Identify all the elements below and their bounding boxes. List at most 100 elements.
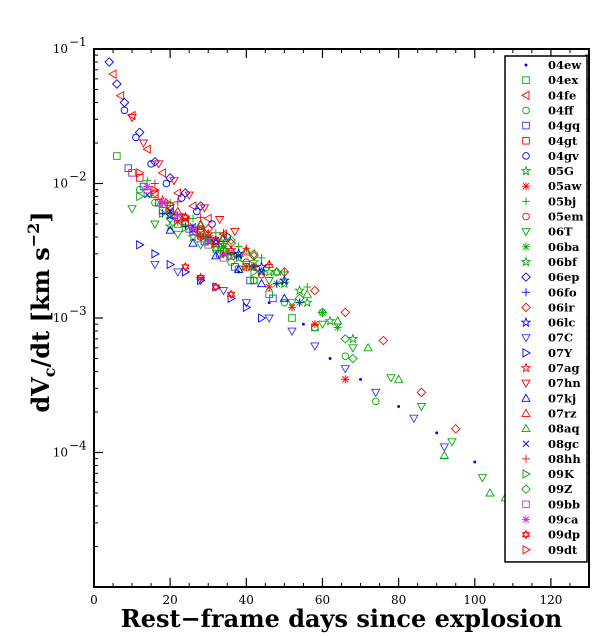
point-08aq-9 <box>485 488 495 497</box>
legend-label: 04ff <box>548 103 575 117</box>
point-07Y-8 <box>258 313 267 323</box>
point-09dt-0 <box>136 168 145 178</box>
point-06lc-0 <box>164 209 176 220</box>
point-06ir-2 <box>249 250 259 261</box>
legend-marker-04ff <box>522 106 530 115</box>
legend-item-04ff: 04ff <box>522 103 575 117</box>
legend-marker-06ba <box>522 242 530 251</box>
point-07hn-0 <box>127 113 137 123</box>
legend-marker-07C <box>521 334 531 343</box>
legend-item-06lc: 06lc <box>520 316 575 330</box>
point-04ew-9 <box>435 431 439 435</box>
legend-marker-06T <box>521 228 531 237</box>
y-tick-label: 10 <box>53 446 68 460</box>
legend-item-07rz: 07rz <box>521 406 577 420</box>
y-tick-label-exponent: −4 <box>69 439 87 453</box>
point-04fe-7 <box>203 213 212 224</box>
point-09ca-4 <box>204 237 213 246</box>
y-tick-label-exponent: −3 <box>69 304 87 318</box>
point-09Z-0 <box>165 213 175 224</box>
point-04gv-0 <box>120 106 129 115</box>
legend-label: 09Z <box>548 482 572 496</box>
point-06ep-0 <box>104 57 115 67</box>
point-05bj-3 <box>211 228 220 237</box>
legend-label: 06bf <box>548 255 578 269</box>
legend-marker-09dt <box>522 545 531 555</box>
point-06fo-5 <box>272 279 281 288</box>
legend-label: 06T <box>548 225 573 239</box>
point-05aw-1 <box>196 233 205 242</box>
point-08gc-4 <box>235 252 243 260</box>
point-07C-6 <box>287 327 297 336</box>
point-06T-13 <box>477 474 488 483</box>
point-09Z-3 <box>249 248 259 259</box>
legend-item-05bj: 05bj <box>522 194 576 208</box>
point-04ew-8 <box>397 404 401 408</box>
point-09dt-3 <box>181 212 191 223</box>
legend-marker-09ca <box>522 515 530 524</box>
y-tick-label-exponent: −2 <box>69 170 87 184</box>
point-07kj-1 <box>188 238 198 247</box>
point-06T-5 <box>241 261 252 270</box>
legend-label: 07kj <box>548 391 576 405</box>
x-axis-label: Rest−frame days since explosion <box>121 604 563 633</box>
point-07C-8 <box>340 365 351 374</box>
point-06ep-1 <box>112 79 122 89</box>
legend-marker-09K <box>522 469 531 479</box>
point-06T-7 <box>287 299 297 308</box>
point-09Z-6 <box>317 307 328 318</box>
point-07C-5 <box>264 314 274 323</box>
point-04ew-6 <box>328 357 332 360</box>
legend-item-07ag: 07ag <box>520 361 580 375</box>
point-05bj-2 <box>189 214 197 223</box>
legend-marker-06ir <box>521 302 531 313</box>
point-08hh-4 <box>242 244 251 253</box>
point-05G-5 <box>278 277 290 289</box>
point-08aq-3 <box>271 267 282 276</box>
legend-item-06ba: 06ba <box>522 240 580 254</box>
legend-label: 09dt <box>548 543 578 557</box>
legend-label: 08gc <box>548 437 579 451</box>
point-09Z-4 <box>271 267 282 277</box>
point-05aw-6 <box>310 320 319 329</box>
legend-item-04ew: 04ew <box>524 58 582 72</box>
point-07C-1 <box>172 268 183 277</box>
legend-marker-04ex <box>522 76 530 84</box>
legend-label: 08aq <box>548 422 580 436</box>
point-04gq-8 <box>246 276 254 285</box>
legend-marker-08aq <box>521 423 531 433</box>
y-tick-label: 10 <box>53 42 68 56</box>
legend-item-06fo: 06fo <box>522 285 577 299</box>
y-axis-label: dVc/dt [km s−2] <box>24 211 59 412</box>
point-06lc-5 <box>278 274 290 286</box>
point-07Y-0 <box>136 240 145 250</box>
legend-item-09Z: 09Z <box>521 482 572 496</box>
point-06T-11 <box>416 402 427 412</box>
point-04gv-6 <box>208 220 216 228</box>
point-08aq-1 <box>218 232 229 241</box>
point-09dt-5 <box>212 236 221 247</box>
point-04gq-7 <box>231 263 239 271</box>
point-06T-9 <box>348 344 358 353</box>
point-09Z-2 <box>226 235 236 245</box>
point-09K-5 <box>250 267 259 277</box>
legend-item-05em: 05em <box>522 210 584 224</box>
legend-marker-07ag <box>520 362 532 373</box>
point-04gv-5 <box>193 207 201 216</box>
point-04ex-0 <box>113 152 121 160</box>
point-05bj-6 <box>280 267 289 276</box>
point-05G-6 <box>301 296 313 308</box>
y-tick-label: 10 <box>53 177 68 191</box>
point-07kj-0 <box>165 225 175 234</box>
point-07rz-3 <box>241 247 252 256</box>
legend-marker-09Z <box>521 484 531 495</box>
x-tick-label: 120 <box>539 593 562 607</box>
point-05bj-5 <box>257 253 266 262</box>
point-06T-3 <box>195 241 206 250</box>
point-04fe-3 <box>142 144 151 154</box>
point-06ep-3 <box>134 127 145 138</box>
point-04gv-4 <box>177 194 186 202</box>
legend-label: 04ex <box>548 73 578 87</box>
point-07C-0 <box>150 261 160 270</box>
legend-item-07kj: 07kj <box>521 391 576 405</box>
